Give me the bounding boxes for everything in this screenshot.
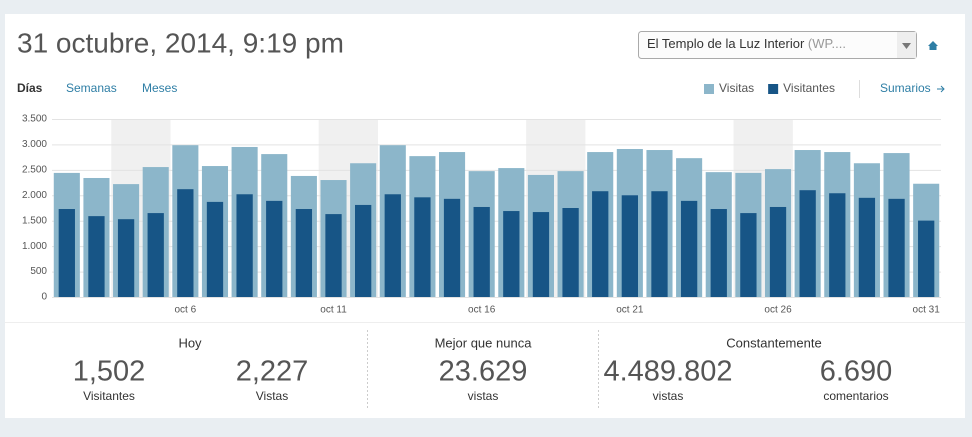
- y-tick-label: 3.000: [22, 139, 47, 150]
- x-tick-label: oct 11: [320, 305, 347, 316]
- select-box[interactable]: [638, 31, 917, 59]
- arrow-icon[interactable]: [937, 85, 945, 93]
- legend-swatch: [768, 84, 779, 94]
- stat-label: vistas: [468, 389, 499, 403]
- select-arrow[interactable]: [902, 43, 911, 49]
- bar: [414, 197, 431, 297]
- bar: [88, 216, 105, 297]
- stat-label: Vistas: [256, 389, 288, 403]
- legend-label: Visitas: [719, 81, 754, 95]
- stat-value: 2,227: [236, 356, 309, 388]
- chart: 0 500 1.000 1.500 2.000 2.500 3.000 3.500 oct 6 o…: [22, 81, 941, 316]
- y-tick-label: 1.000: [22, 241, 47, 252]
- bar: [740, 213, 757, 297]
- bar: [355, 204, 372, 297]
- stat-label: Visitantes: [83, 389, 135, 403]
- summary-title: Constantemente: [726, 335, 821, 350]
- x-tick-label: oct 21: [616, 305, 644, 316]
- y-tick-label: 3.500: [22, 114, 47, 125]
- bar: [58, 209, 75, 297]
- bar: [680, 200, 698, 297]
- summary-title: Hoy: [178, 335, 202, 350]
- bar: [384, 194, 401, 297]
- summary-link[interactable]: Sumarios: [880, 81, 931, 95]
- x-tick-label: oct 26: [764, 305, 792, 316]
- bar: [888, 198, 905, 297]
- x-tick-label: oct 31: [913, 305, 941, 316]
- y-tick-label: 0: [41, 292, 47, 303]
- stat-label: comentarios: [823, 389, 888, 403]
- bar: [651, 191, 668, 297]
- bar: [147, 213, 164, 297]
- x-tick-label: oct 16: [468, 305, 496, 316]
- bar: [829, 193, 846, 297]
- stat-value: 6.690: [820, 356, 893, 388]
- bar: [621, 195, 638, 297]
- home-icon[interactable]: [928, 41, 938, 50]
- legend-label: Visitantes: [783, 81, 835, 95]
- bar: [858, 197, 876, 297]
- bar: [325, 214, 342, 297]
- bar: [443, 198, 461, 297]
- site-select[interactable]: El Templo de la Luz Interior (WP....: [638, 31, 917, 59]
- stat-label: vistas: [653, 389, 684, 403]
- bar: [206, 201, 224, 297]
- stat-value: 23.629: [439, 356, 528, 388]
- bar: [177, 189, 194, 297]
- bar: [473, 206, 490, 297]
- y-tick-label: 2.000: [22, 190, 47, 201]
- bar: [532, 212, 550, 297]
- tab[interactable]: Meses: [142, 81, 177, 95]
- bar: [295, 209, 313, 297]
- bar: [562, 208, 579, 297]
- bar: [918, 220, 935, 297]
- tab[interactable]: Días: [17, 81, 43, 95]
- bar: [592, 191, 609, 297]
- tab[interactable]: Semanas: [66, 81, 117, 95]
- summary-title: Mejor que nunca: [435, 335, 533, 350]
- stat-value: 4.489.802: [603, 356, 732, 388]
- page-title: 31 octubre, 2014, 9:19 pm: [17, 27, 344, 58]
- bar: [769, 206, 787, 297]
- bar: [710, 209, 727, 297]
- x-tick-label: oct 6: [175, 305, 197, 316]
- y-tick-label: 1.500: [22, 215, 47, 226]
- y-tick-label: 500: [30, 266, 47, 277]
- stat-value: 1,502: [73, 356, 146, 388]
- bar: [799, 190, 816, 297]
- bar: [266, 200, 283, 297]
- site-name[interactable]: El Templo de la Luz Interior (WP....: [647, 36, 846, 51]
- y-tick-label: 2.500: [22, 164, 47, 175]
- bar: [236, 194, 253, 297]
- bar: [117, 219, 135, 297]
- legend-swatch: [704, 84, 714, 94]
- bar: [503, 211, 520, 297]
